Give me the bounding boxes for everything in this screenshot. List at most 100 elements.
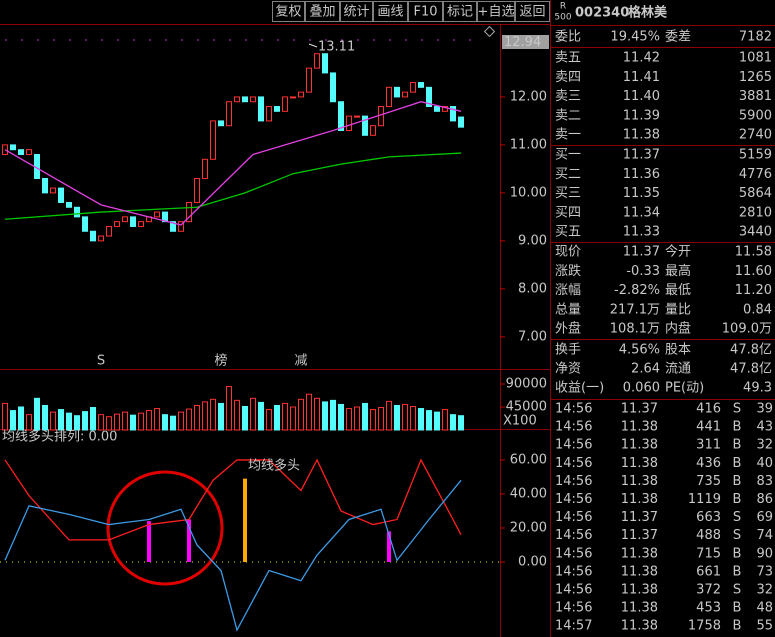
indicator-title: 均线多头排列: 0.00 — [2, 429, 117, 445]
tick-count: 74 — [756, 528, 773, 543]
signal: 榜 — [214, 353, 227, 369]
book-volume: 1081 — [739, 51, 772, 66]
toolbar-label[interactable]: 复权 — [275, 4, 301, 20]
candle — [426, 86, 432, 108]
book-volume: 3881 — [739, 89, 772, 104]
y-tick-label: 11.00 — [510, 137, 547, 152]
candle — [210, 120, 216, 160]
volume-bar — [114, 413, 120, 431]
volume-bar — [98, 414, 104, 431]
candle — [170, 221, 176, 232]
tick-price: 11.38 — [621, 456, 658, 471]
toolbar-button[interactable] — [272, 1, 305, 22]
toolbar-button[interactable] — [515, 1, 550, 22]
tick-price: 11.37 — [621, 510, 658, 525]
tick-volume: 663 — [696, 510, 721, 525]
tick-volume: 1758 — [688, 619, 721, 634]
volume-bar — [58, 409, 64, 431]
tick-volume: 488 — [696, 528, 721, 543]
candle — [106, 225, 112, 237]
tick-side: B — [733, 619, 742, 634]
toolbar-button[interactable] — [443, 1, 477, 22]
tick-price: 11.38 — [621, 546, 658, 561]
book-label: 买一 — [555, 148, 581, 163]
book-price: 11.39 — [623, 108, 660, 123]
tick-price: 11.38 — [621, 492, 658, 507]
tick-side: B — [733, 564, 742, 579]
book-label: 卖一 — [555, 128, 581, 143]
toolbar-label[interactable]: 画线 — [377, 5, 403, 20]
signal-bar — [387, 531, 391, 562]
quote-label: 内盘 — [665, 321, 691, 337]
book-price: 11.34 — [623, 205, 660, 220]
volume-bar — [10, 410, 16, 431]
volume-bar — [258, 401, 264, 431]
candle — [362, 115, 368, 136]
cursor-box — [502, 35, 549, 49]
quote-label: 最高 — [665, 263, 691, 279]
quote-value: 47.8亿 — [730, 343, 772, 358]
volume-bar — [82, 411, 88, 431]
tick-side: B — [733, 474, 742, 489]
toolbar-label[interactable]: 叠加 — [309, 5, 335, 20]
candle — [226, 101, 232, 127]
volume-bar — [130, 414, 136, 431]
badge-bottom: 500 — [554, 13, 571, 23]
candle — [26, 149, 32, 155]
diff-label: 委差 — [665, 30, 691, 45]
quote-value: 0.060 — [623, 381, 660, 396]
book-price: 11.40 — [623, 89, 660, 104]
signal-bar — [147, 521, 151, 562]
toolbar-button[interactable] — [373, 1, 408, 22]
toolbar-button[interactable] — [340, 1, 373, 22]
quote-label: 最低 — [665, 283, 691, 298]
annotation: 均线多头 — [248, 458, 300, 474]
volume-bar — [298, 398, 304, 431]
candle — [10, 144, 16, 151]
quote-label: 流通 — [665, 362, 691, 377]
book-label: 卖三 — [555, 89, 581, 104]
tick-price: 11.38 — [621, 474, 658, 489]
badge-top: R — [560, 2, 566, 12]
candle — [50, 187, 56, 194]
toolbar-label[interactable]: +自选 — [478, 5, 515, 20]
indicator-line — [4, 152, 462, 220]
toolbar-label[interactable]: 标记 — [447, 5, 473, 20]
quote-label: 涨跌 — [555, 263, 581, 279]
toolbar-label[interactable]: 统计 — [343, 5, 369, 20]
volume-bar — [330, 399, 336, 431]
candle — [194, 177, 200, 203]
book-price: 11.37 — [623, 148, 660, 163]
volume-bar — [154, 408, 160, 431]
volume-bar — [90, 407, 96, 431]
volume-bar — [322, 401, 328, 431]
y-tick-label: 40.00 — [510, 486, 547, 501]
candle — [74, 206, 80, 218]
stock-code: 002340 — [575, 6, 629, 21]
tick-price: 11.38 — [621, 619, 658, 634]
tick-price: 11.38 — [621, 420, 658, 435]
candle — [402, 91, 408, 98]
candle — [370, 125, 376, 136]
book-volume: 4776 — [739, 167, 772, 182]
candle — [258, 96, 264, 122]
candle — [130, 216, 136, 227]
ratio-label: 委比 — [555, 30, 581, 45]
candle — [42, 177, 48, 194]
tick-side: B — [733, 546, 742, 561]
toolbar-button[interactable] — [477, 1, 515, 22]
toolbar-label[interactable]: F10 — [413, 5, 437, 20]
quote-label: 现价 — [555, 245, 581, 260]
toolbar-button[interactable] — [305, 1, 340, 22]
tick-count: 43 — [756, 420, 773, 435]
diff-value: 7182 — [739, 30, 772, 45]
toolbar-label[interactable]: 返回 — [519, 5, 545, 20]
tick-price: 11.38 — [621, 438, 658, 453]
book-volume: 5159 — [739, 148, 772, 163]
book-label: 买五 — [555, 225, 581, 240]
book-volume: 5900 — [739, 108, 772, 123]
tick-time: 14:56 — [555, 492, 592, 507]
volume-bar — [314, 397, 320, 431]
toolbar-button[interactable] — [408, 1, 443, 22]
